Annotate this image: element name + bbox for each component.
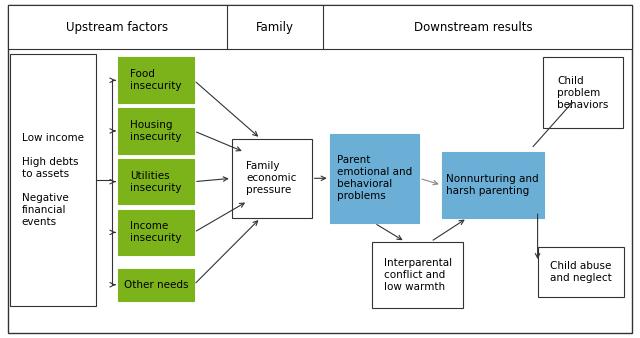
FancyBboxPatch shape — [372, 242, 463, 308]
Text: Housing
insecurity: Housing insecurity — [131, 120, 182, 142]
FancyBboxPatch shape — [8, 5, 632, 333]
FancyBboxPatch shape — [232, 139, 312, 218]
Text: Child abuse
and neglect: Child abuse and neglect — [550, 261, 612, 283]
FancyBboxPatch shape — [118, 269, 194, 301]
Text: Income
insecurity: Income insecurity — [131, 221, 182, 243]
Text: Interparental
conflict and
low warmth: Interparental conflict and low warmth — [384, 258, 452, 292]
FancyBboxPatch shape — [118, 210, 194, 255]
Text: Low income

High debts
to assets

Negative
financial
events: Low income High debts to assets Negative… — [22, 133, 84, 227]
Text: Food
insecurity: Food insecurity — [131, 69, 182, 91]
FancyBboxPatch shape — [118, 159, 194, 204]
Text: Upstream factors: Upstream factors — [66, 21, 168, 34]
FancyBboxPatch shape — [118, 57, 194, 103]
Text: Parent
emotional and
behavioral
problems: Parent emotional and behavioral problems — [337, 155, 412, 201]
Text: Family: Family — [256, 21, 294, 34]
Text: Family
economic
pressure: Family economic pressure — [246, 161, 297, 195]
Text: Nonnurturing and
harsh parenting: Nonnurturing and harsh parenting — [447, 174, 539, 196]
FancyBboxPatch shape — [442, 152, 544, 218]
Text: Other needs: Other needs — [124, 280, 188, 290]
FancyBboxPatch shape — [8, 5, 632, 49]
Text: Child
problem
behaviors: Child problem behaviors — [557, 76, 609, 110]
FancyBboxPatch shape — [118, 108, 194, 154]
FancyBboxPatch shape — [10, 54, 96, 306]
FancyBboxPatch shape — [538, 247, 624, 297]
FancyBboxPatch shape — [330, 134, 419, 223]
Text: Utilities
insecurity: Utilities insecurity — [131, 171, 182, 193]
FancyBboxPatch shape — [543, 57, 623, 128]
Text: Downstream results: Downstream results — [414, 21, 533, 34]
